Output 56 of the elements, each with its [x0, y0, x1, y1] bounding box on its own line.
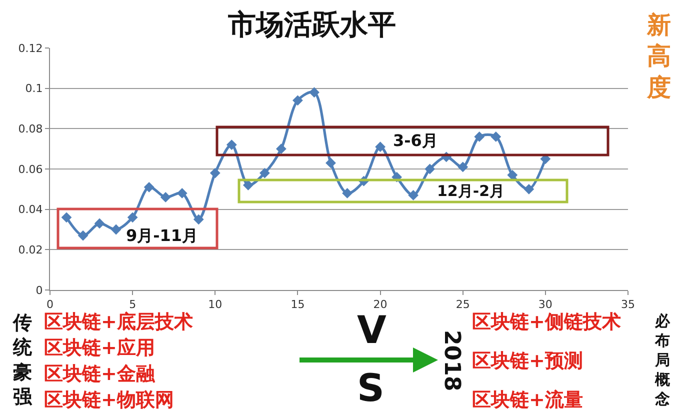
point	[342, 188, 352, 198]
y-tick-label: 0.08	[18, 122, 43, 136]
point	[424, 164, 436, 174]
point	[210, 168, 220, 178]
text: 必布局概念	[654, 312, 671, 408]
y-tick-label: 0.12	[18, 42, 43, 55]
y-tick-label: 0.04	[18, 203, 43, 216]
point	[524, 184, 534, 194]
point	[144, 182, 154, 192]
point	[242, 180, 254, 190]
point	[309, 87, 320, 98]
text: 区块链+应用	[44, 337, 155, 359]
point	[458, 162, 468, 172]
text: S	[357, 366, 384, 410]
point	[226, 140, 237, 150]
x-tick-label: 5	[129, 298, 136, 312]
point	[94, 218, 105, 229]
chart-title: 市场活跃水平	[227, 8, 396, 41]
x-tick-label: 10	[208, 298, 222, 312]
point	[127, 212, 138, 223]
y-tick-label: 0.06	[18, 162, 43, 176]
y-tick-label: 0.1	[25, 82, 43, 96]
text: 区块链+底层技术	[44, 311, 193, 333]
text: 新高度	[646, 11, 671, 102]
point	[375, 142, 386, 152]
text: 传统豪强	[12, 312, 33, 408]
x-tick-label: 25	[456, 298, 470, 312]
annotation: 9月-11月	[126, 226, 198, 245]
point	[326, 158, 336, 168]
x-tick-label: 30	[538, 298, 552, 312]
text: 区块链+金融	[44, 363, 156, 385]
y-tick-label: 0	[36, 284, 43, 297]
x-tick-label: 0	[46, 298, 54, 312]
point	[259, 168, 270, 178]
point	[160, 192, 171, 202]
point	[78, 230, 88, 241]
x-tick-label: 35	[621, 298, 635, 312]
point	[110, 224, 122, 235]
point	[176, 188, 188, 198]
annotation: 3-6月	[393, 131, 438, 150]
point	[408, 190, 419, 200]
y-tick-label: 0.02	[18, 244, 43, 257]
point	[61, 212, 72, 223]
point	[276, 144, 286, 154]
text: 区块链+预测	[472, 350, 583, 372]
annotation: 12月-2月	[437, 182, 505, 200]
point	[474, 132, 485, 142]
text: 区块链+侧链技术	[472, 311, 621, 333]
x-tick-label: 15	[290, 298, 305, 312]
point	[490, 132, 502, 142]
text: 区块链+流量	[472, 389, 583, 411]
point	[292, 95, 303, 106]
point	[193, 214, 204, 225]
text: 区块链+物联网	[44, 389, 174, 411]
text: 2018	[439, 330, 464, 392]
point	[507, 170, 518, 180]
